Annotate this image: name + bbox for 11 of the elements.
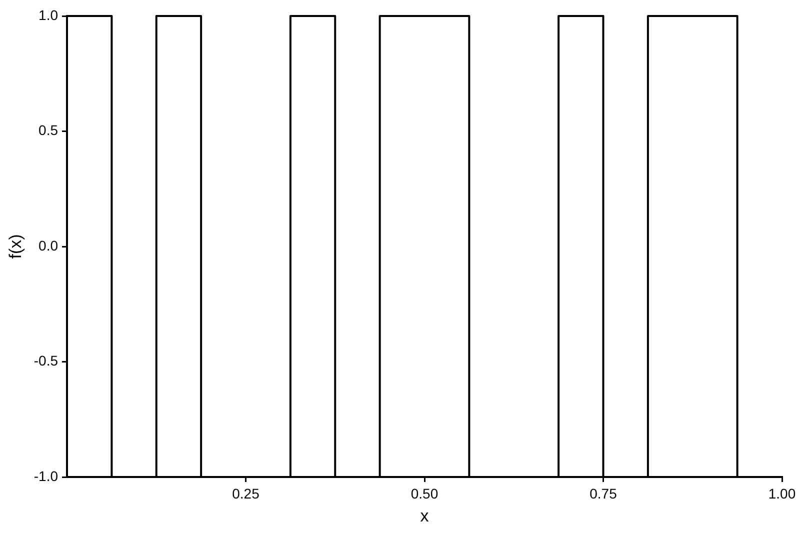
x-tick-label: 1.00	[768, 485, 796, 502]
y-tick-label: -0.5	[34, 352, 58, 369]
y-axis-title: f(x)	[6, 234, 25, 259]
y-tick-label: 1.0	[38, 6, 58, 23]
y-tick-label: 0.0	[38, 237, 58, 254]
x-tick-label: 0.50	[410, 485, 438, 502]
x-tick-label: 0.25	[232, 485, 260, 502]
y-tick-label: -1.0	[34, 468, 58, 484]
y-tick-label: 0.5	[38, 122, 58, 138]
x-axis-title: x	[420, 506, 430, 526]
x-tick-label: 0.75	[590, 485, 618, 502]
